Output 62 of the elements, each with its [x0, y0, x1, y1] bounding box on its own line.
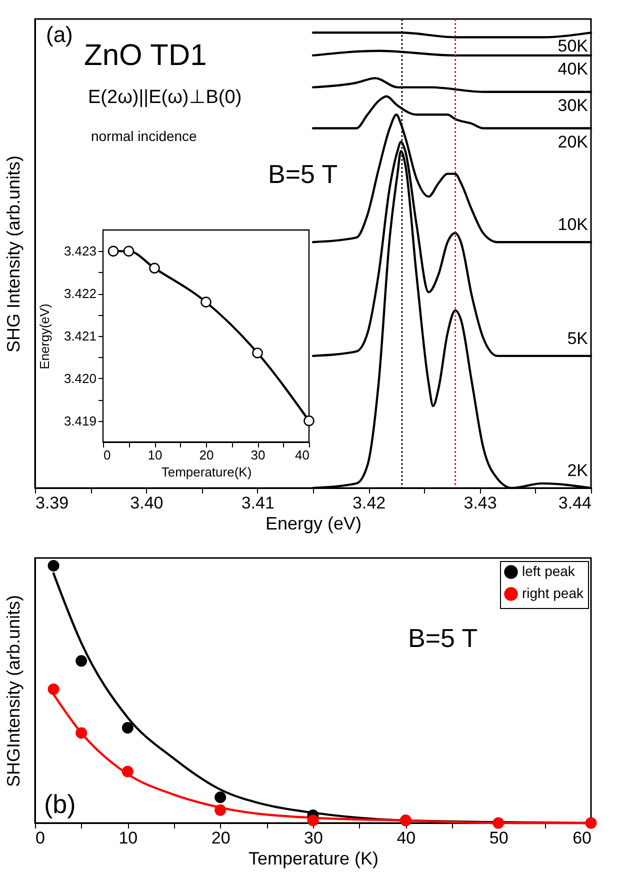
annotation: (a): [46, 22, 73, 47]
legend-label: right peak: [522, 585, 584, 601]
annotation: (b): [44, 789, 76, 819]
x-tick-label: 40: [295, 448, 310, 462]
y-tick-label: 3.423: [64, 244, 96, 259]
y-tick-label: 3.421: [64, 328, 96, 344]
x-tick-label: 0: [104, 448, 111, 462]
annotation: B=5 T: [268, 159, 338, 189]
annotation: normal incidence: [91, 128, 198, 144]
point: [214, 792, 226, 804]
y-axis-title: SHG Intensity (arb.units): [4, 155, 24, 353]
point: [48, 560, 60, 572]
point: [492, 817, 504, 829]
annotation: E(2ω)||E(ω)⊥B(0): [88, 87, 242, 108]
x-axis-title: Temperature(K): [161, 464, 252, 480]
series-label: 10K: [558, 215, 589, 234]
x-tick-label: 3.43: [464, 494, 497, 512]
x-tick-label: 30: [304, 828, 323, 848]
annotation: B=5 T: [408, 623, 478, 653]
x-tick-label: 30: [250, 448, 266, 462]
series-label: 2K: [567, 461, 589, 480]
y-tick-label: 3.419: [64, 413, 96, 428]
x-tick-label: 3.40: [130, 494, 164, 512]
point: [76, 727, 88, 739]
x-tick-label: 3.42: [352, 494, 386, 512]
point: [76, 655, 88, 667]
x-axis-title: Energy (eV): [265, 514, 362, 534]
point: [122, 722, 134, 734]
y-axis-title: Energy(eV): [36, 304, 52, 370]
point: [585, 817, 597, 829]
x-tick-label: 3.41: [241, 494, 274, 512]
x-tick-label: 60: [572, 828, 592, 848]
point: [149, 262, 160, 274]
x-tick-label: 20: [199, 448, 214, 462]
legend-label: left peak: [522, 563, 576, 579]
point: [252, 348, 263, 358]
point: [122, 766, 134, 778]
series-label: 5K: [567, 328, 589, 348]
series-label: 20K: [558, 132, 589, 152]
x-tick-label: 3.44: [558, 494, 592, 512]
x-tick-label: 20: [211, 828, 230, 848]
series-label: 40K: [558, 59, 589, 78]
x-tick-label: 0: [36, 828, 45, 848]
x-tick-label: 10: [118, 828, 138, 848]
annotation: ZnO TD1: [84, 39, 207, 72]
point: [48, 683, 60, 695]
y-axis-title: SHGIntensity (arb.units): [4, 594, 24, 788]
series-label: 30K: [558, 96, 589, 115]
point: [200, 296, 212, 308]
x-tick-label: 3.39: [36, 494, 69, 512]
point: [108, 246, 119, 257]
series-label: 50K: [558, 36, 589, 56]
point: [307, 814, 319, 826]
x-tick-label: 10: [148, 448, 162, 462]
y-tick-label: 3.420: [64, 370, 96, 386]
point: [123, 246, 134, 257]
x-axis-title: Temperature (K): [248, 848, 379, 868]
point: [304, 415, 314, 426]
x-tick-label: 50: [489, 828, 508, 848]
point: [214, 804, 226, 816]
x-tick-label: 40: [396, 828, 416, 848]
y-tick-label: 3.422: [64, 286, 96, 302]
